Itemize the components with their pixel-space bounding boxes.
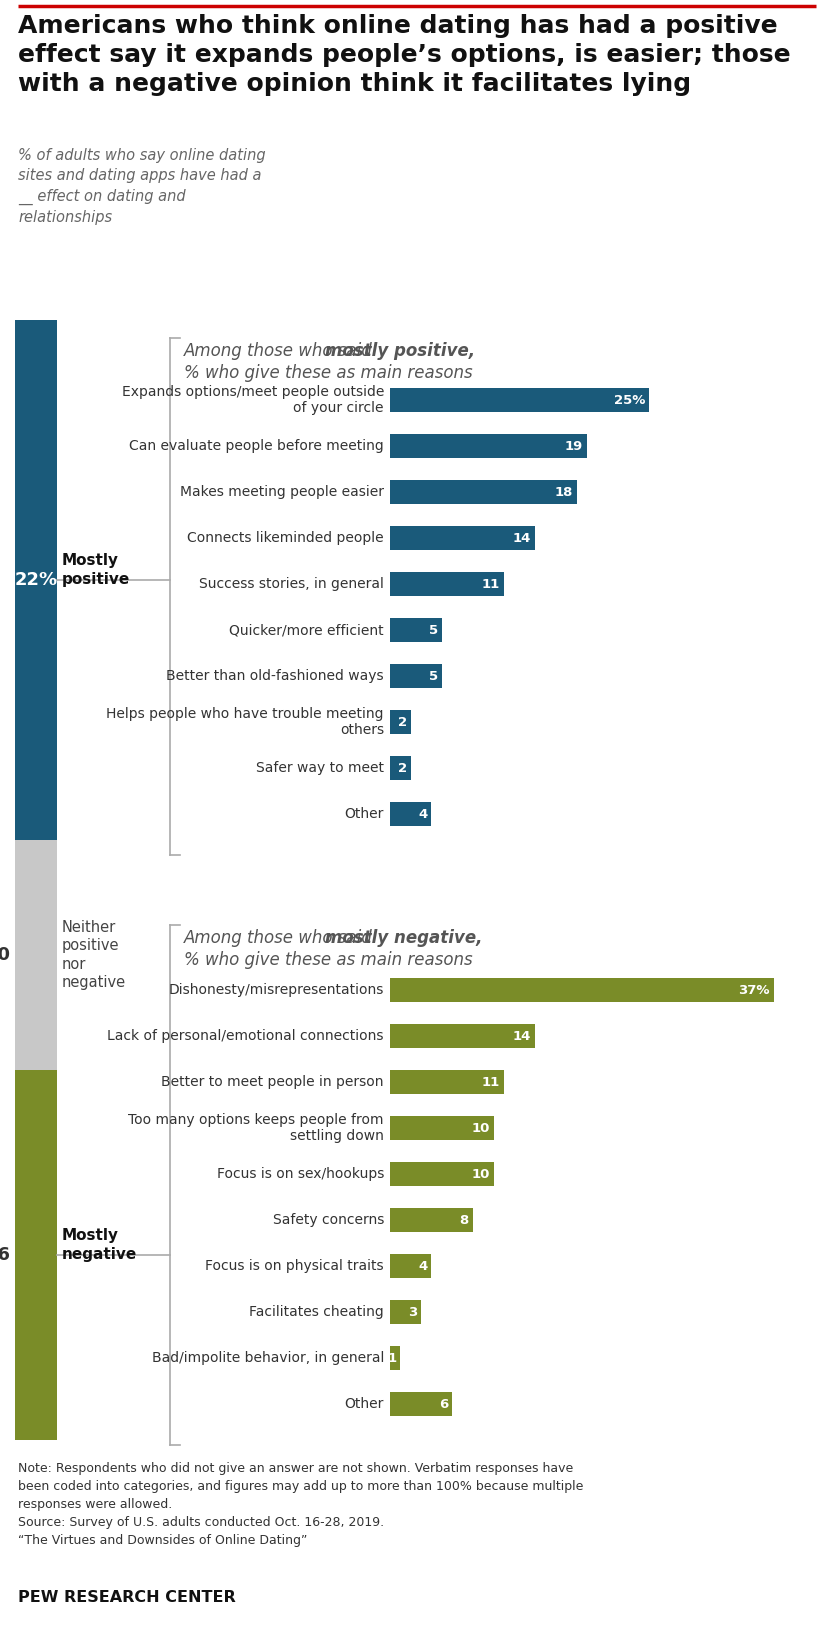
Text: 6: 6: [439, 1397, 448, 1410]
Text: Bad/impolite behavior, in general: Bad/impolite behavior, in general: [152, 1351, 384, 1364]
Text: Success stories, in general: Success stories, in general: [199, 577, 384, 592]
Text: 11: 11: [482, 1076, 500, 1089]
Text: Better to meet people in person: Better to meet people in person: [162, 1076, 384, 1089]
Bar: [390, 388, 650, 412]
Text: 5: 5: [429, 670, 438, 683]
Text: 18: 18: [555, 486, 573, 499]
Text: Other: Other: [344, 1397, 384, 1412]
Text: Better than old-fashioned ways: Better than old-fashioned ways: [166, 668, 384, 683]
Text: Dishonesty/misrepresentations: Dishonesty/misrepresentations: [168, 983, 384, 998]
Text: 2: 2: [398, 761, 407, 774]
Bar: [390, 663, 442, 688]
Text: 1: 1: [387, 1351, 396, 1364]
Text: 3: 3: [408, 1306, 417, 1319]
Text: 25%: 25%: [614, 393, 646, 406]
Bar: [390, 434, 587, 458]
Bar: [390, 711, 411, 734]
Text: Quicker/more efficient: Quicker/more efficient: [229, 623, 384, 637]
Text: Facilitates cheating: Facilitates cheating: [249, 1306, 384, 1319]
Bar: [390, 756, 411, 781]
Bar: [390, 1208, 473, 1232]
Bar: [15, 839, 57, 1069]
Text: 8: 8: [460, 1213, 469, 1226]
Bar: [390, 618, 442, 642]
Text: % of adults who say online dating
sites and dating apps have had a
__ effect on : % of adults who say online dating sites …: [18, 148, 265, 225]
Bar: [390, 479, 577, 504]
Bar: [390, 1346, 400, 1369]
Bar: [390, 572, 504, 597]
Text: Note: Respondents who did not give an answer are not shown. Verbatim responses h: Note: Respondents who did not give an an…: [18, 1462, 583, 1547]
Text: 4: 4: [418, 1260, 428, 1273]
Text: Mostly
negative: Mostly negative: [62, 1227, 138, 1262]
Bar: [390, 978, 774, 1002]
Text: 11: 11: [482, 577, 500, 590]
Text: Can evaluate people before meeting: Can evaluate people before meeting: [129, 438, 384, 453]
Bar: [390, 1162, 494, 1187]
Text: 4: 4: [418, 807, 428, 820]
Text: Among those who said: Among those who said: [184, 929, 378, 947]
Text: Mostly
positive: Mostly positive: [62, 553, 130, 587]
Text: 10: 10: [471, 1121, 490, 1134]
Text: Other: Other: [344, 807, 384, 822]
Text: Expands options/meet people outside
of your circle: Expands options/meet people outside of y…: [122, 385, 384, 416]
Bar: [390, 526, 535, 549]
Text: 14: 14: [513, 1030, 531, 1043]
Text: Helps people who have trouble meeting
others: Helps people who have trouble meeting ot…: [107, 707, 384, 737]
Text: 2: 2: [398, 716, 407, 729]
Text: mostly positive,: mostly positive,: [324, 342, 475, 360]
Bar: [390, 1069, 504, 1094]
Text: Lack of personal/emotional connections: Lack of personal/emotional connections: [108, 1029, 384, 1043]
Bar: [15, 319, 57, 839]
Text: 10: 10: [471, 1167, 490, 1180]
Text: Too many options keeps people from
settling down: Too many options keeps people from settl…: [128, 1113, 384, 1143]
Text: 26: 26: [0, 1245, 11, 1263]
Bar: [15, 1069, 57, 1439]
Text: 50: 50: [0, 945, 11, 963]
Text: Neither
positive
nor
negative: Neither positive nor negative: [62, 919, 126, 991]
Text: Makes meeting people easier: Makes meeting people easier: [180, 486, 384, 499]
Text: Among those who said: Among those who said: [184, 342, 378, 360]
Text: Focus is on physical traits: Focus is on physical traits: [205, 1258, 384, 1273]
Text: mostly negative,: mostly negative,: [324, 929, 482, 947]
Text: Focus is on sex/hookups: Focus is on sex/hookups: [217, 1167, 384, 1182]
Text: 22%: 22%: [14, 570, 58, 588]
Bar: [390, 1253, 431, 1278]
Text: PEW RESEARCH CENTER: PEW RESEARCH CENTER: [18, 1589, 236, 1606]
Bar: [390, 1117, 494, 1139]
Bar: [390, 1392, 452, 1416]
Bar: [390, 1301, 421, 1324]
Text: Connects likeminded people: Connects likeminded people: [188, 531, 384, 544]
Text: % who give these as main reasons: % who give these as main reasons: [184, 363, 473, 381]
Text: 37%: 37%: [738, 983, 770, 996]
Text: % who give these as main reasons: % who give these as main reasons: [184, 950, 473, 968]
Text: Safety concerns: Safety concerns: [273, 1213, 384, 1227]
Text: 14: 14: [513, 531, 531, 544]
Bar: [390, 802, 431, 826]
Bar: [390, 1024, 535, 1048]
Text: Americans who think online dating has had a positive
effect say it expands peopl: Americans who think online dating has ha…: [18, 15, 791, 96]
Text: Safer way to meet: Safer way to meet: [256, 761, 384, 774]
Text: 5: 5: [429, 624, 438, 636]
Text: 19: 19: [565, 440, 583, 453]
